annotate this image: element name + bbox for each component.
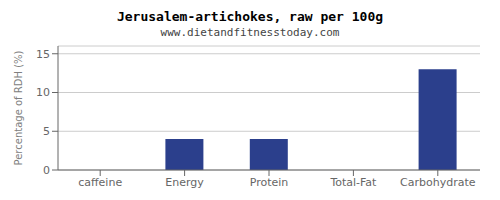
svg-text:15: 15 xyxy=(36,48,50,61)
html-text:Jerusalem-artichokes, raw per: Jerusalem-artichokes, raw per 100g xyxy=(116,9,383,24)
svg-text:caffeine: caffeine xyxy=(78,176,122,189)
svg-text:0: 0 xyxy=(43,164,50,177)
svg-text:5: 5 xyxy=(43,125,50,138)
svg-text:Energy: Energy xyxy=(165,176,204,189)
svg-text:Percentage of RDH (%): Percentage of RDH (%) xyxy=(13,50,24,165)
svg-text:10: 10 xyxy=(36,86,50,99)
svg-text:Protein: Protein xyxy=(250,176,289,189)
svg-text:Carbohydrate: Carbohydrate xyxy=(400,176,476,189)
html-text:www.dietandfitnesstoday.com: www.dietandfitnesstoday.com xyxy=(160,26,340,39)
svg-text:Total-Fat: Total-Fat xyxy=(329,176,377,189)
